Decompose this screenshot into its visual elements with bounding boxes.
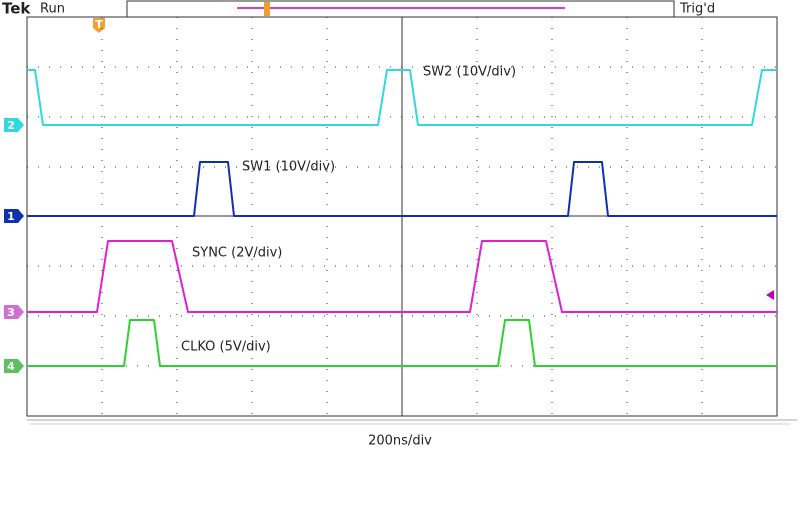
record-position [264, 2, 270, 16]
timebase: 200ns/div [368, 434, 432, 449]
channel-marker [4, 209, 24, 223]
channel-label: SW2 (10V/div) [423, 65, 516, 80]
waveform-sync [27, 240, 777, 313]
trigger-position-marker [93, 18, 105, 33]
waveform-sw2 [27, 69, 777, 126]
channel-marker-label: 1 [7, 210, 15, 223]
trigger-level-marker [766, 290, 774, 300]
channel-label: SYNC (2V/div) [192, 246, 282, 261]
channel-marker-label: 3 [7, 306, 15, 319]
channel-marker [4, 359, 24, 373]
channel-marker-label: 4 [7, 360, 15, 373]
channel-marker [4, 118, 24, 132]
channel-label: CLKO (5V/div) [181, 340, 271, 355]
trigger-status: Trig'd [679, 2, 715, 17]
channel-marker [4, 305, 24, 319]
trigger-marker-label: T [95, 18, 103, 31]
brand: Tek [2, 0, 31, 18]
waveform-sw1 [27, 161, 777, 217]
channel-label: SW1 (10V/div) [242, 160, 335, 175]
run-status: Run [40, 2, 65, 17]
channel-marker-label: 2 [7, 119, 15, 132]
waveform-clko [27, 319, 777, 367]
record-bar [126, 0, 675, 18]
